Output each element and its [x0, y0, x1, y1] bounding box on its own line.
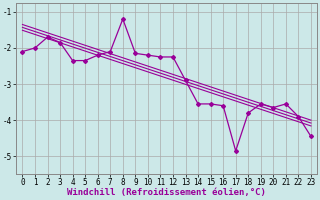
X-axis label: Windchill (Refroidissement éolien,°C): Windchill (Refroidissement éolien,°C) — [67, 188, 266, 197]
